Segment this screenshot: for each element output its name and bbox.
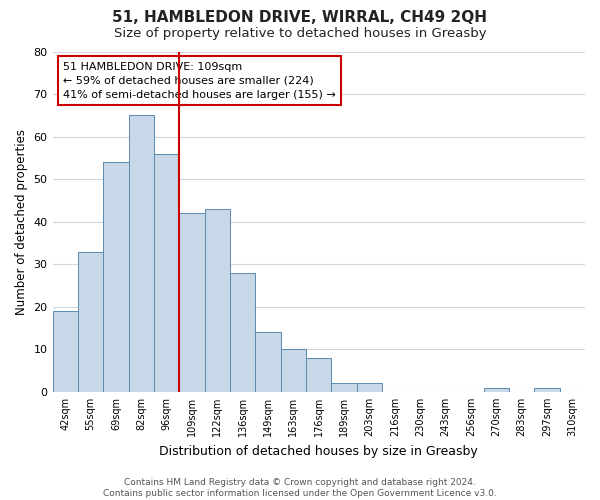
Bar xyxy=(154,154,179,392)
Bar xyxy=(179,213,205,392)
Y-axis label: Number of detached properties: Number of detached properties xyxy=(15,128,28,314)
Bar xyxy=(331,384,357,392)
Bar xyxy=(484,388,509,392)
Bar xyxy=(128,116,154,392)
Bar xyxy=(256,332,281,392)
Bar xyxy=(534,388,560,392)
Text: Size of property relative to detached houses in Greasby: Size of property relative to detached ho… xyxy=(113,28,487,40)
Text: Contains HM Land Registry data © Crown copyright and database right 2024.
Contai: Contains HM Land Registry data © Crown c… xyxy=(103,478,497,498)
Text: 51, HAMBLEDON DRIVE, WIRRAL, CH49 2QH: 51, HAMBLEDON DRIVE, WIRRAL, CH49 2QH xyxy=(113,10,487,25)
Bar xyxy=(357,384,382,392)
Bar xyxy=(205,209,230,392)
Bar xyxy=(230,273,256,392)
Bar xyxy=(53,311,78,392)
Bar xyxy=(103,162,128,392)
Bar xyxy=(306,358,331,392)
X-axis label: Distribution of detached houses by size in Greasby: Distribution of detached houses by size … xyxy=(160,444,478,458)
Bar xyxy=(78,252,103,392)
Bar xyxy=(281,350,306,392)
Text: 51 HAMBLEDON DRIVE: 109sqm
← 59% of detached houses are smaller (224)
41% of sem: 51 HAMBLEDON DRIVE: 109sqm ← 59% of deta… xyxy=(63,62,336,100)
